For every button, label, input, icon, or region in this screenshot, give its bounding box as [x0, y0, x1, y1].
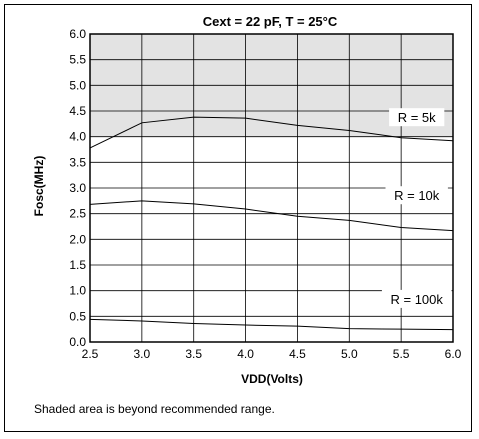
x-tick-label: 4.5 [289, 347, 306, 361]
footnote: Shaded area is beyond recommended range. [34, 402, 275, 416]
y-tick-label: 2.0 [69, 232, 86, 246]
y-tick-label: 4.5 [69, 104, 86, 118]
y-tick-label: 6.0 [69, 27, 86, 41]
series-label-layer: R = 5k R = 10k R = 100k [381, 108, 452, 308]
plot-area-border [89, 33, 454, 343]
x-tick-label: 3.0 [134, 347, 151, 361]
y-axis-label: Fosc(MHz) [32, 156, 46, 217]
x-tick-label: 4.0 [237, 347, 254, 361]
y-tick-label: 0.0 [69, 335, 86, 349]
series-label-bg [385, 186, 448, 205]
series-line-2 [89, 200, 454, 232]
x-tick-label: 6.0 [445, 347, 462, 361]
y-tick-label: 5.0 [69, 78, 86, 92]
x-tick-label: 5.0 [341, 347, 358, 361]
chart-title: Cext = 22 pF, T = 25°C [203, 14, 338, 29]
y-tick-label: 3.0 [69, 181, 86, 195]
series-label-bg [381, 289, 452, 308]
y-tick-label: 0.5 [69, 309, 86, 323]
series-label-2: R = 10k [394, 188, 440, 203]
series-line-1 [89, 116, 454, 149]
series-line-3 [89, 318, 454, 331]
y-tick-label: 4.0 [69, 130, 86, 144]
series-label-bg [389, 108, 445, 127]
series-layer [89, 116, 454, 331]
y-tick-label: 3.5 [69, 155, 86, 169]
y-tick-label: 1.5 [69, 258, 86, 272]
series-label-3: R = 100k [390, 292, 443, 307]
tick-label-layer: 0.0 0.5 1.0 1.5 2.0 2.5 3.0 3.5 4.0 4.5 5.0 5.5 6.0 2… [69, 27, 461, 361]
y-tick-label: 1.0 [69, 284, 86, 298]
x-axis-label: VDD(Volts) [241, 372, 303, 386]
y-tick-label: 5.5 [69, 53, 86, 67]
x-tick-label: 5.5 [393, 347, 410, 361]
x-tick-label: 3.5 [185, 347, 202, 361]
series-label-1: R = 5k [398, 110, 436, 125]
y-tick-label: 2.5 [69, 207, 86, 221]
x-tick-label: 2.5 [82, 347, 99, 361]
